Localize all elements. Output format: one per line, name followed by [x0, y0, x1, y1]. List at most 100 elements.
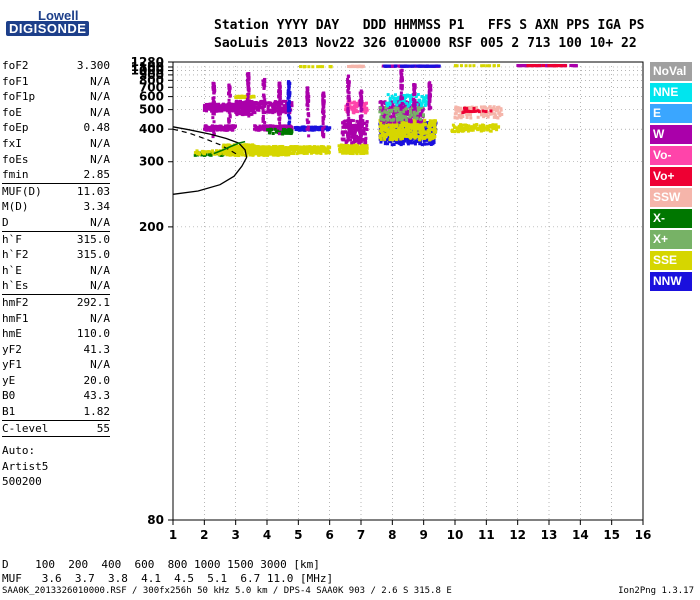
echo-point — [322, 102, 326, 106]
echo-point — [399, 137, 403, 141]
echo-point — [338, 150, 342, 154]
echo-point — [379, 100, 383, 104]
echo-point — [365, 151, 369, 155]
echo-point — [209, 153, 213, 157]
echo-point — [224, 108, 228, 112]
echo-point — [297, 151, 301, 155]
echo-point — [405, 125, 409, 129]
echo-point — [211, 149, 215, 153]
echo-point — [364, 136, 368, 140]
echo-point — [229, 104, 233, 108]
echo-point — [363, 105, 367, 109]
echo-point — [347, 91, 351, 95]
echo-point — [399, 83, 403, 87]
echo-point — [414, 138, 418, 142]
echo-point — [428, 135, 432, 139]
echo-point — [284, 150, 288, 154]
echo-point — [397, 103, 401, 107]
echo-point — [220, 109, 224, 113]
param-label: yE — [2, 373, 16, 387]
echo-point — [483, 112, 487, 116]
echo-point — [255, 146, 259, 150]
echo-point — [211, 116, 215, 120]
echo-point — [228, 115, 232, 119]
echo-point — [346, 65, 350, 69]
echo-point — [195, 149, 199, 153]
echo-point — [380, 101, 384, 105]
echo-point — [420, 109, 424, 113]
echo-point — [454, 105, 458, 109]
echo-point — [347, 83, 351, 87]
echo-point — [346, 135, 350, 139]
echo-point — [228, 113, 232, 117]
echo-point — [427, 123, 431, 127]
echo-point — [321, 65, 325, 69]
echo-point — [406, 129, 410, 133]
echo-point — [392, 115, 396, 119]
echo-point — [491, 112, 495, 116]
y-tick-label: 900 — [139, 68, 164, 82]
echo-point — [428, 119, 432, 123]
echo-point — [357, 126, 361, 130]
echo-point — [297, 128, 301, 132]
echo-point — [453, 112, 457, 116]
echo-point — [352, 107, 356, 111]
echo-point — [563, 64, 567, 68]
echo-point — [459, 123, 463, 127]
echo-point — [359, 93, 363, 97]
echo-point — [343, 130, 347, 134]
echo-point — [277, 153, 281, 157]
echo-point — [401, 100, 405, 104]
echo-point — [427, 103, 431, 107]
echo-point — [210, 109, 214, 113]
echo-point — [217, 102, 221, 106]
echo-point — [284, 128, 288, 132]
legend-item: W — [650, 125, 692, 144]
echo-point — [424, 135, 428, 139]
echo-point — [379, 137, 383, 141]
echo-point — [261, 99, 265, 103]
echo-point — [464, 128, 468, 132]
echo-point — [263, 98, 267, 102]
echo-point — [478, 126, 482, 130]
echo-point — [275, 153, 279, 157]
echo-point — [361, 64, 365, 68]
echo-point — [405, 118, 409, 122]
echo-point — [246, 83, 250, 87]
echo-point — [267, 151, 271, 155]
muf-row: MUF 3.6 3.7 3.8 4.1 4.5 5.1 6.7 11.0 [MH… — [2, 572, 334, 585]
echo-point — [212, 120, 216, 124]
echo-point — [353, 133, 357, 137]
echo-point — [307, 65, 311, 69]
echo-point — [305, 90, 309, 94]
echo-point — [478, 124, 482, 128]
echo-point — [388, 139, 392, 143]
echo-point — [222, 152, 226, 156]
echo-point — [387, 132, 391, 136]
echo-point — [382, 118, 386, 122]
echo-point — [420, 64, 424, 68]
parameter-panel: foF2 3.300 foF1 N/A foF1p N/A foE N/A foEp 0.48 fx… — [2, 58, 110, 490]
echo-point — [395, 106, 399, 110]
echo-point — [229, 148, 233, 152]
echo-point — [305, 145, 309, 149]
echo-point — [393, 93, 397, 97]
echo-point — [234, 105, 238, 109]
echo-point — [282, 104, 286, 108]
echo-point — [309, 151, 313, 155]
plot-frame — [172, 61, 644, 521]
echo-point — [305, 88, 309, 92]
echo-point — [410, 121, 414, 125]
legend-item: E — [650, 104, 692, 123]
echo-point — [361, 129, 365, 133]
echo-point — [343, 122, 347, 126]
param-label: hmF1 — [2, 311, 29, 325]
echo-point — [420, 123, 424, 127]
echo-point — [475, 126, 479, 130]
echo-point — [428, 99, 432, 103]
echo-point — [227, 106, 231, 110]
param-label: foF1 — [2, 74, 29, 88]
echo-point — [386, 142, 390, 146]
echo-point — [462, 123, 466, 127]
echo-point — [414, 131, 418, 135]
